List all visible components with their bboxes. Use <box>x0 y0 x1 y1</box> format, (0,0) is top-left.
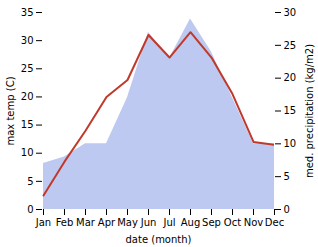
svg-text:Nov: Nov <box>244 217 264 228</box>
svg-text:35: 35 <box>21 7 34 18</box>
svg-text:Aug: Aug <box>181 217 201 228</box>
svg-text:0: 0 <box>27 204 33 215</box>
svg-text:20: 20 <box>284 72 297 83</box>
svg-text:Jun: Jun <box>140 217 157 228</box>
svg-text:Jan: Jan <box>35 217 51 228</box>
svg-text:5: 5 <box>27 176 33 187</box>
svg-text:30: 30 <box>21 35 34 46</box>
svg-text:5: 5 <box>284 171 290 182</box>
svg-text:10: 10 <box>284 138 297 149</box>
svg-text:10: 10 <box>21 147 34 158</box>
svg-text:Apr: Apr <box>98 217 116 228</box>
svg-text:Feb: Feb <box>56 217 74 228</box>
svg-text:date (month): date (month) <box>126 234 192 245</box>
svg-text:15: 15 <box>21 119 34 130</box>
svg-text:max temp (C): max temp (C) <box>5 76 16 145</box>
svg-text:25: 25 <box>284 40 297 51</box>
svg-text:30: 30 <box>284 7 297 18</box>
svg-text:Dec: Dec <box>265 217 284 228</box>
svg-text:25: 25 <box>21 63 34 74</box>
svg-text:Jul: Jul <box>162 217 175 228</box>
svg-text:Oct: Oct <box>224 217 241 228</box>
svg-text:Sep: Sep <box>202 217 221 228</box>
svg-text:May: May <box>117 217 138 228</box>
svg-text:20: 20 <box>21 91 34 102</box>
svg-text:Mar: Mar <box>76 217 96 228</box>
svg-text:med. precipitation (kg/m2): med. precipitation (kg/m2) <box>304 44 315 178</box>
svg-text:0: 0 <box>284 204 290 215</box>
svg-text:15: 15 <box>284 105 297 116</box>
